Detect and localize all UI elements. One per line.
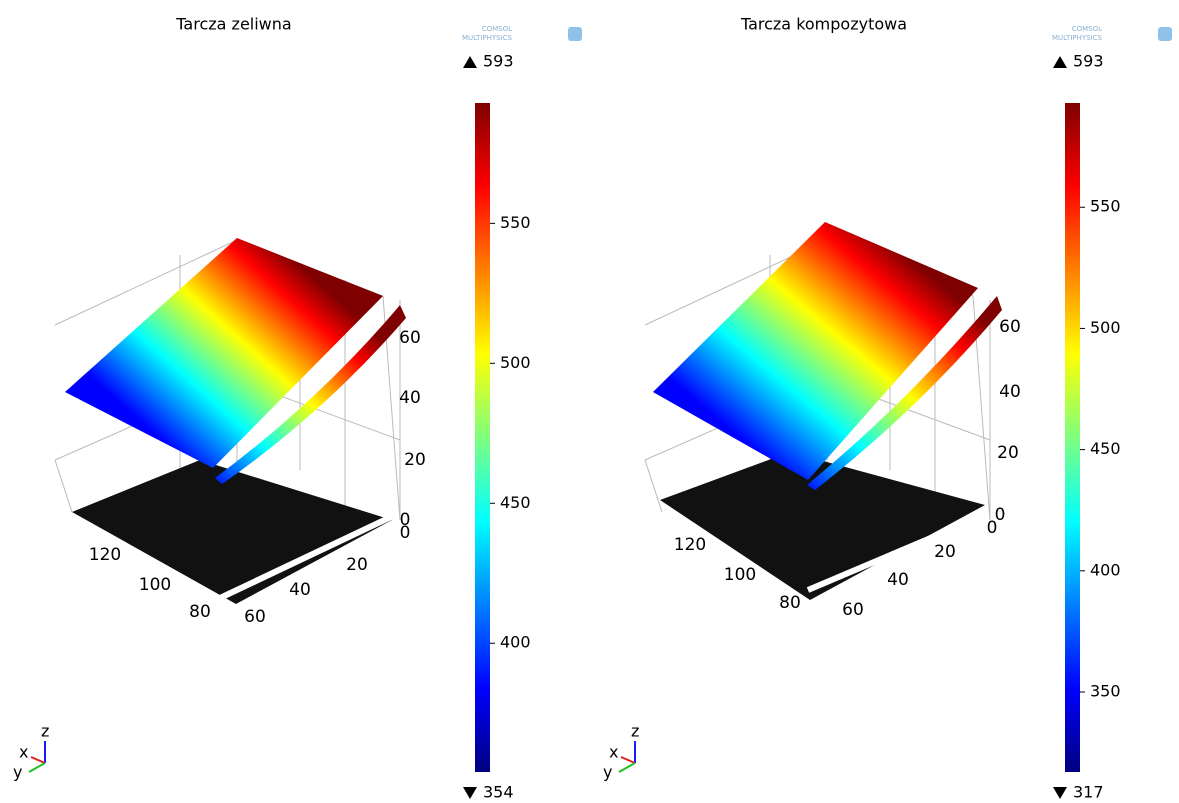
triad-label: y (13, 763, 22, 782)
triad-label: z (631, 722, 639, 741)
max-marker (1053, 56, 1067, 68)
y-tick-label: 100 (724, 565, 756, 585)
surface (65, 238, 383, 468)
logo: MULTIPHYSICS (1052, 34, 1103, 42)
colorbar-max: 593 (483, 52, 514, 71)
colorbar-max: 593 (1073, 52, 1104, 71)
y-tick-label: 120 (674, 535, 706, 555)
x-tick-label: 60 (244, 607, 266, 627)
surface (653, 222, 978, 480)
floor-gap (218, 512, 397, 601)
colorbar (1065, 103, 1080, 772)
colorbar-tick-label: 550 (500, 213, 531, 232)
triad-y (28, 762, 46, 773)
y-tick-label: 80 (189, 602, 211, 622)
surface-strip (807, 296, 1002, 490)
colorbar-min: 317 (1073, 783, 1104, 802)
triad-label: x (19, 743, 28, 762)
z-tick-label: 60 (399, 328, 421, 348)
x-tick-label: 20 (346, 555, 368, 575)
triad-label: x (609, 743, 618, 762)
grid-line (54, 239, 238, 326)
logo: COMSOL (482, 25, 512, 33)
triad-label: z (41, 722, 49, 741)
floor (660, 452, 985, 600)
colorbar (475, 103, 490, 772)
panel-title: Tarcza zeliwna (175, 15, 291, 34)
panel-title: Tarcza kompozytowa (740, 15, 907, 34)
floor-gap (806, 512, 987, 593)
x-tick-label: 0 (987, 518, 998, 538)
z-tick-label: 20 (404, 450, 426, 470)
x-tick-label: 40 (289, 580, 311, 600)
min-marker (463, 787, 477, 799)
z-tick-label: 0 (400, 510, 411, 530)
colorbar-tick-label: 400 (1090, 560, 1121, 579)
logo-icon (568, 27, 582, 41)
z-tick-label: 40 (999, 382, 1021, 402)
colorbar-tick-label: 350 (1090, 682, 1121, 701)
z-tick-label: 0 (995, 505, 1006, 525)
grid-line (54, 459, 73, 513)
triad-x (30, 756, 46, 764)
colorbar-tick-label: 550 (1090, 197, 1121, 216)
y-tick-label: 120 (89, 545, 121, 565)
colorbar-tick-label: 400 (500, 633, 531, 652)
surface-strip (215, 305, 406, 484)
colorbar-tick-label: 500 (1090, 318, 1121, 337)
colorbar-tick-label: 500 (500, 353, 531, 372)
triad-x (620, 756, 636, 764)
y-tick-label: 100 (139, 575, 171, 595)
min-marker (1053, 787, 1067, 799)
colorbar-tick-label: 450 (1090, 439, 1121, 458)
y-tick-label: 80 (779, 593, 801, 613)
z-tick-label: 20 (997, 443, 1019, 463)
grid-line (644, 459, 663, 513)
logo: COMSOL (1072, 25, 1102, 33)
triad-y (618, 762, 636, 773)
z-tick-label: 60 (999, 317, 1021, 337)
floor (72, 460, 392, 604)
x-tick-label: 0 (400, 523, 411, 543)
colorbar-min: 354 (483, 783, 514, 802)
logo: MULTIPHYSICS (462, 34, 513, 42)
max-marker (463, 56, 477, 68)
colorbar-tick-label: 450 (500, 493, 531, 512)
x-tick-label: 40 (887, 570, 909, 590)
x-tick-label: 60 (842, 600, 864, 620)
triad-label: y (603, 763, 612, 782)
x-tick-label: 20 (934, 542, 956, 562)
z-tick-label: 40 (399, 388, 421, 408)
logo-icon (1158, 27, 1172, 41)
